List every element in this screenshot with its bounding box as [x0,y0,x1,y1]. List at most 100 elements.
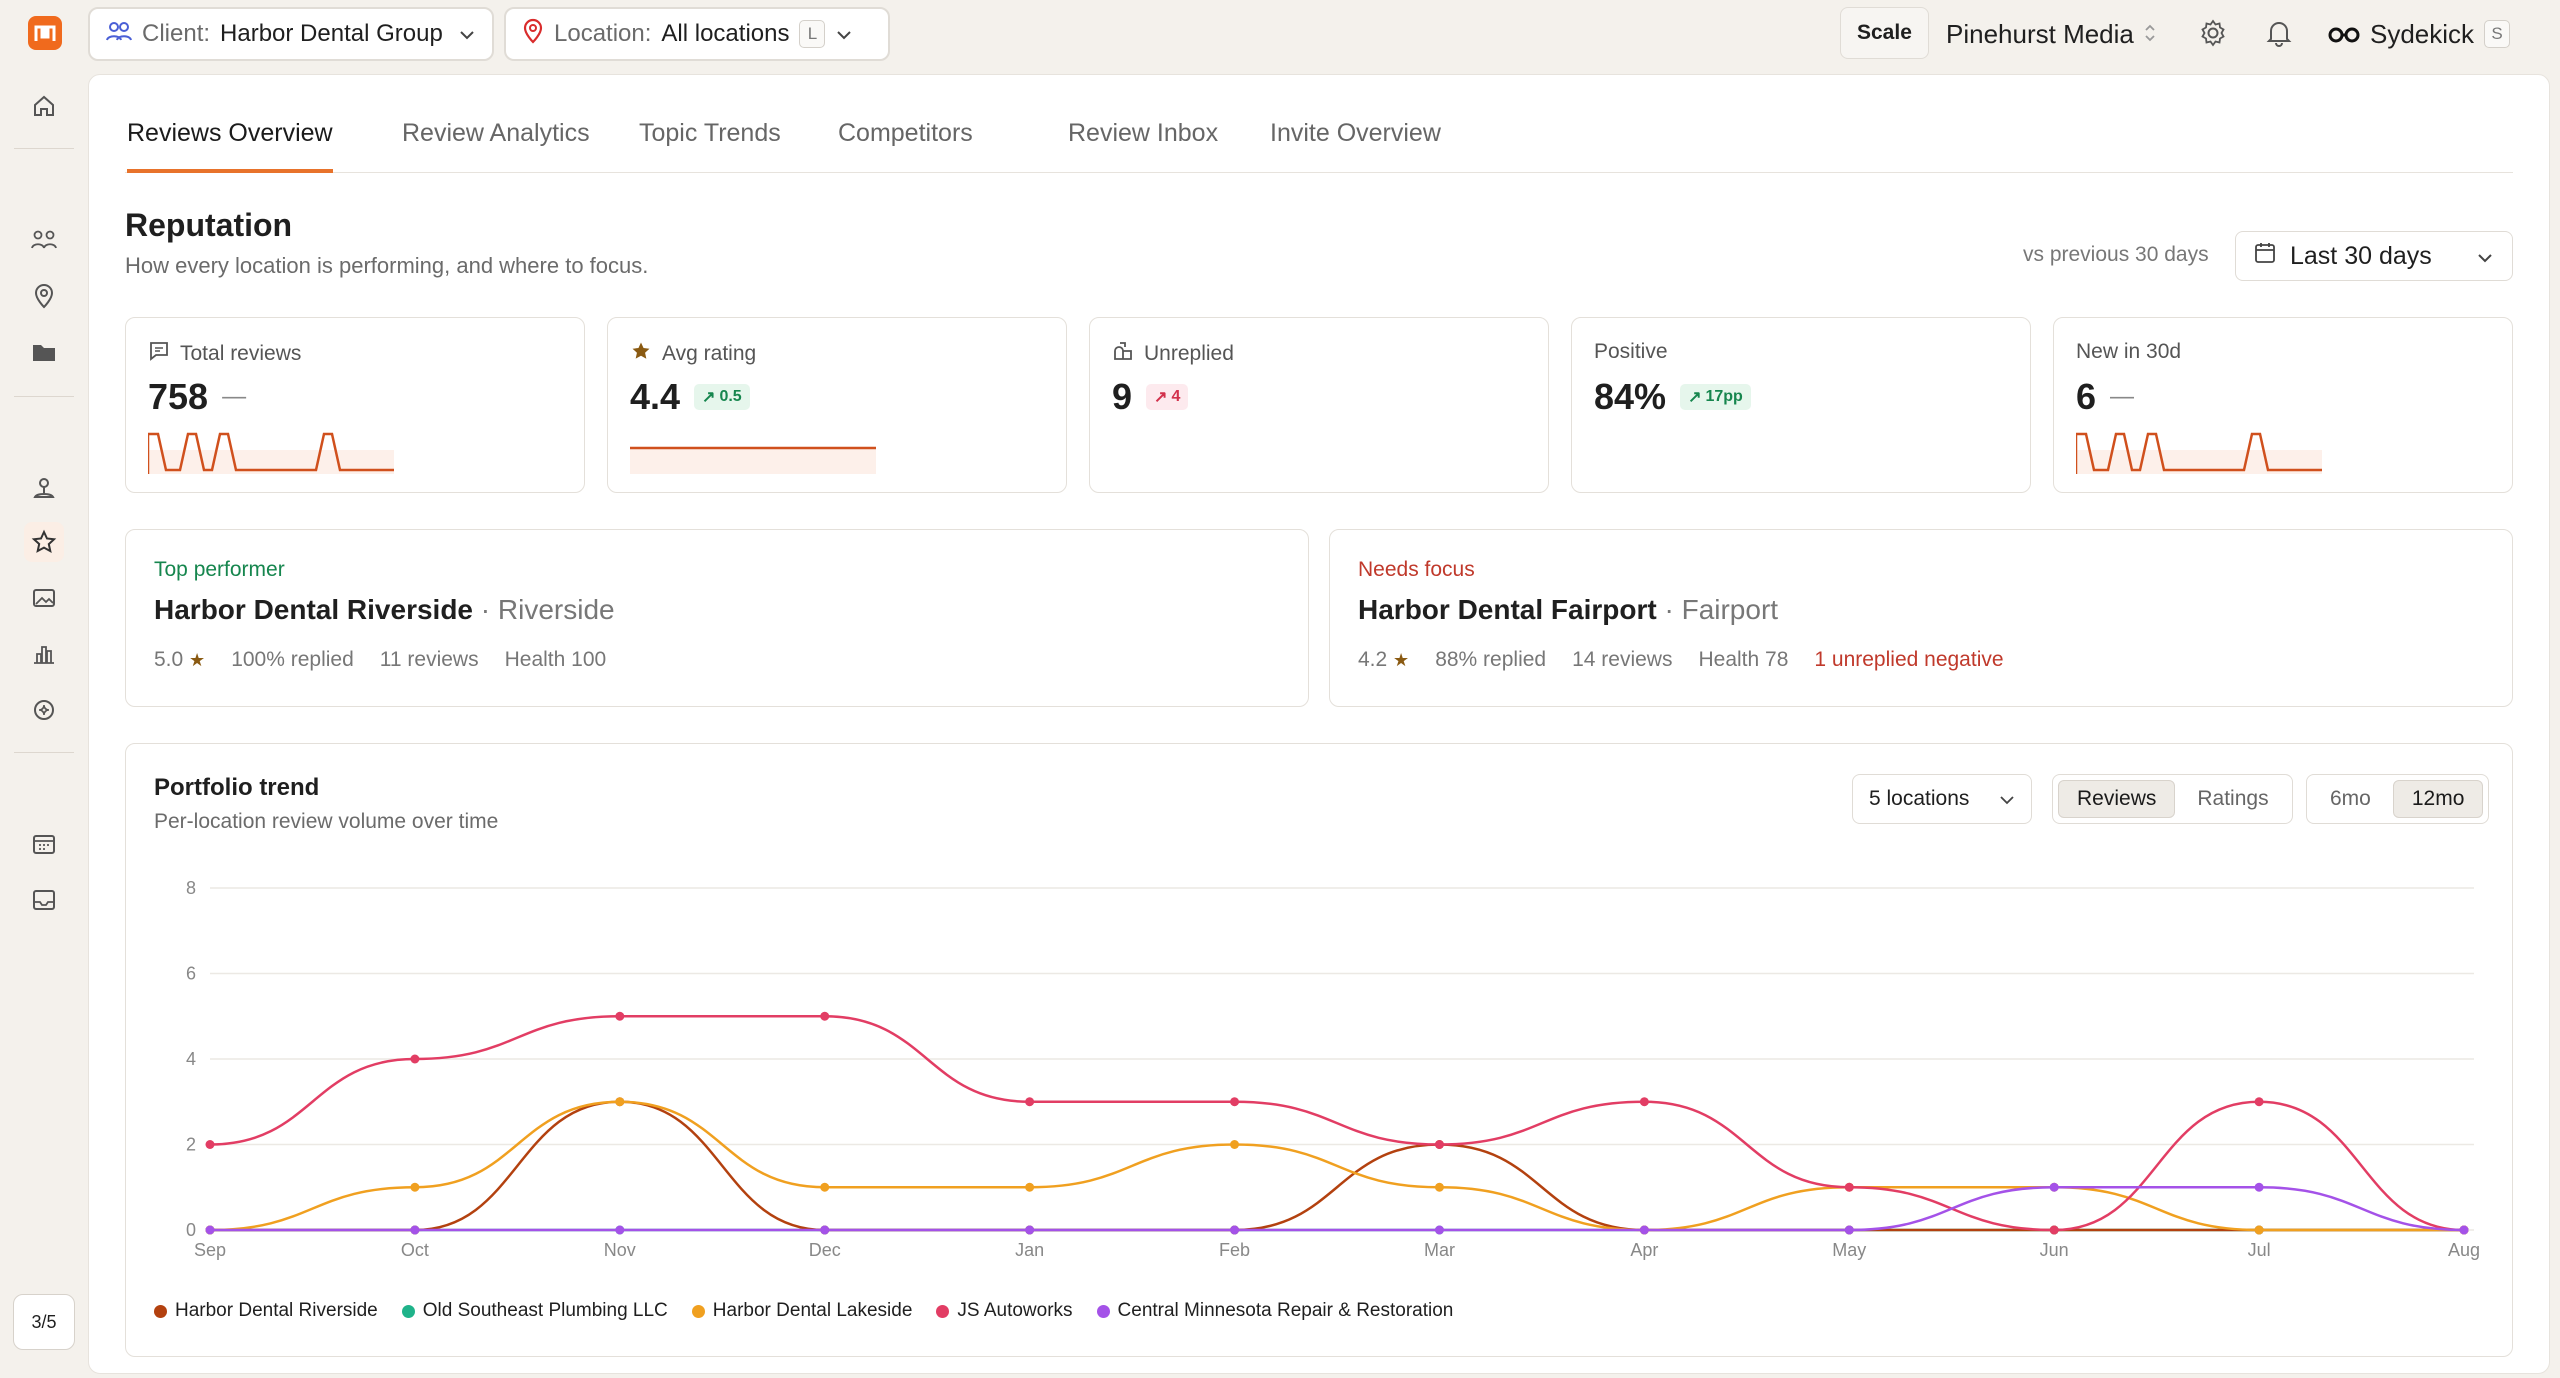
x-tick-label: Jul [2248,1240,2271,1260]
ai-spark-icon[interactable] [24,690,64,730]
data-point[interactable] [205,1140,215,1149]
bar-chart-icon[interactable] [24,634,64,674]
location-value: All locations [661,20,790,47]
kpi-value-wrap: 84% ↗ 17pp [1594,376,1751,418]
trend-up-icon: ↗ [1688,389,1702,406]
date-range-select[interactable]: Last 30 days [2235,231,2513,281]
data-point[interactable] [1025,1182,1035,1192]
client-selector[interactable]: Client: Harbor Dental Group [88,7,494,61]
kpi-label-wrap: Positive [1594,340,1668,364]
data-point[interactable] [1639,1225,1649,1235]
rating-value: 5.0 [154,648,184,671]
period-toggle: 6mo 12mo [2306,774,2490,824]
tab-review-inbox[interactable]: Review Inbox [1068,119,1219,147]
tab-invite-overview[interactable]: Invite Overview [1270,119,1441,147]
data-point[interactable] [2254,1097,2264,1107]
folder-icon[interactable] [24,332,64,372]
toggle-12mo[interactable]: 12mo [2392,780,2484,818]
toggle-reviews[interactable]: Reviews [2058,780,2176,818]
x-tick-label: Mar [1424,1240,1455,1260]
assistant-button[interactable]: Sydekick S [2328,14,2511,54]
data-point[interactable] [615,1225,625,1235]
data-point[interactable] [820,1182,830,1192]
location-stats: 4.2 ★ 88% replied 14 reviews Health 78 1… [1358,648,2004,672]
data-point[interactable] [2049,1182,2059,1192]
y-tick-label: 6 [186,964,196,984]
kpi-unreplied: Unreplied 9 ↗ 4 [1089,317,1549,493]
data-point[interactable] [1844,1225,1854,1235]
health-score: Health 100 [504,648,607,671]
legend-item[interactable]: JS Autoworks [936,1300,1073,1322]
legend-label: Central Minnesota Repair & Restoration [1117,1300,1454,1321]
legend-item[interactable]: Old Southeast Plumbing LLC [401,1300,668,1322]
top-performer-card[interactable]: Top performer Harbor Dental Riverside · … [125,529,1309,707]
toggle-6mo[interactable]: 6mo [2330,787,2371,810]
kpi-label-wrap: Avg rating [630,340,756,368]
data-point[interactable] [820,1225,830,1235]
needs-focus-card[interactable]: Needs focus Harbor Dental Fairport · Fai… [1329,529,2513,707]
data-point[interactable] [2254,1225,2264,1235]
data-point[interactable] [1434,1140,1444,1149]
data-point[interactable] [615,1097,625,1107]
data-point[interactable] [2459,1225,2469,1235]
users-icon[interactable] [24,220,64,260]
tab-review-analytics[interactable]: Review Analytics [402,119,590,147]
calendar-icon[interactable] [24,824,64,864]
inbox-icon[interactable] [24,880,64,920]
kpi-total-reviews: Total reviews 758 — [125,317,585,493]
kpi-label: Unreplied [1144,342,1234,365]
x-tick-label: May [1832,1240,1866,1260]
data-point[interactable] [1844,1182,1854,1192]
client-label: Client: [142,20,211,47]
x-tick-label: Feb [1219,1240,1250,1260]
data-point[interactable] [410,1225,420,1235]
location-selector[interactable]: Location: All locations L [504,7,890,61]
location-name: Harbor Dental Riverside · Riverside [154,594,615,626]
data-point[interactable] [1639,1097,1649,1107]
data-point[interactable] [1434,1182,1444,1192]
app-logo[interactable] [28,16,62,50]
chevron-updown-icon [2144,19,2156,50]
alert-link[interactable]: 1 unreplied negative [1814,648,2004,671]
pin-stand-icon[interactable] [24,468,64,508]
data-point[interactable] [1025,1097,1035,1107]
chevron-down-icon [835,20,853,48]
star-icon[interactable] [24,522,64,562]
toggle-ratings[interactable]: Ratings [2197,787,2269,810]
org-switcher[interactable]: Pinehurst Media [1946,14,2156,54]
bell-icon[interactable] [2262,16,2296,50]
data-point[interactable] [1230,1225,1240,1235]
kpi-label: Positive [1594,340,1668,363]
plan-button[interactable]: Scale [1840,7,1929,59]
kpi-delta-empty: — [2110,383,2135,410]
trend-up-icon: ↗ [1154,389,1168,406]
tab-competitors[interactable]: Competitors [838,119,973,147]
tab-reviews-overview[interactable]: Reviews Overview [127,115,333,173]
legend-item[interactable]: Harbor Dental Lakeside [691,1300,913,1322]
page-counter[interactable]: 3/5 [13,1294,75,1350]
data-point[interactable] [1434,1225,1444,1235]
data-point[interactable] [205,1225,215,1235]
data-point[interactable] [410,1054,420,1064]
data-point[interactable] [410,1182,420,1192]
gear-icon[interactable] [2196,16,2230,50]
map-pin-icon[interactable] [24,276,64,316]
legend-item[interactable]: Central Minnesota Repair & Restoration [1096,1300,1454,1322]
data-point[interactable] [1025,1225,1035,1235]
data-point[interactable] [1230,1140,1240,1149]
data-point[interactable] [2254,1182,2264,1192]
kpi-value: 6 [2076,376,2097,417]
data-point[interactable] [2049,1225,2059,1235]
legend-item[interactable]: Harbor Dental Riverside [154,1300,378,1322]
kpi-delta: ↗ 0.5 [694,384,750,410]
legend-label: Harbor Dental Lakeside [712,1300,913,1321]
image-gallery-icon[interactable] [24,578,64,618]
home-icon[interactable] [24,86,64,126]
data-point[interactable] [615,1011,625,1021]
locations-select[interactable]: 5 locations [1852,774,2032,824]
data-point[interactable] [1230,1097,1240,1107]
location-shortcut: L [799,20,826,48]
tab-topic-trends[interactable]: Topic Trends [639,119,781,147]
data-point[interactable] [820,1011,830,1021]
location-label: Location: [554,20,652,47]
